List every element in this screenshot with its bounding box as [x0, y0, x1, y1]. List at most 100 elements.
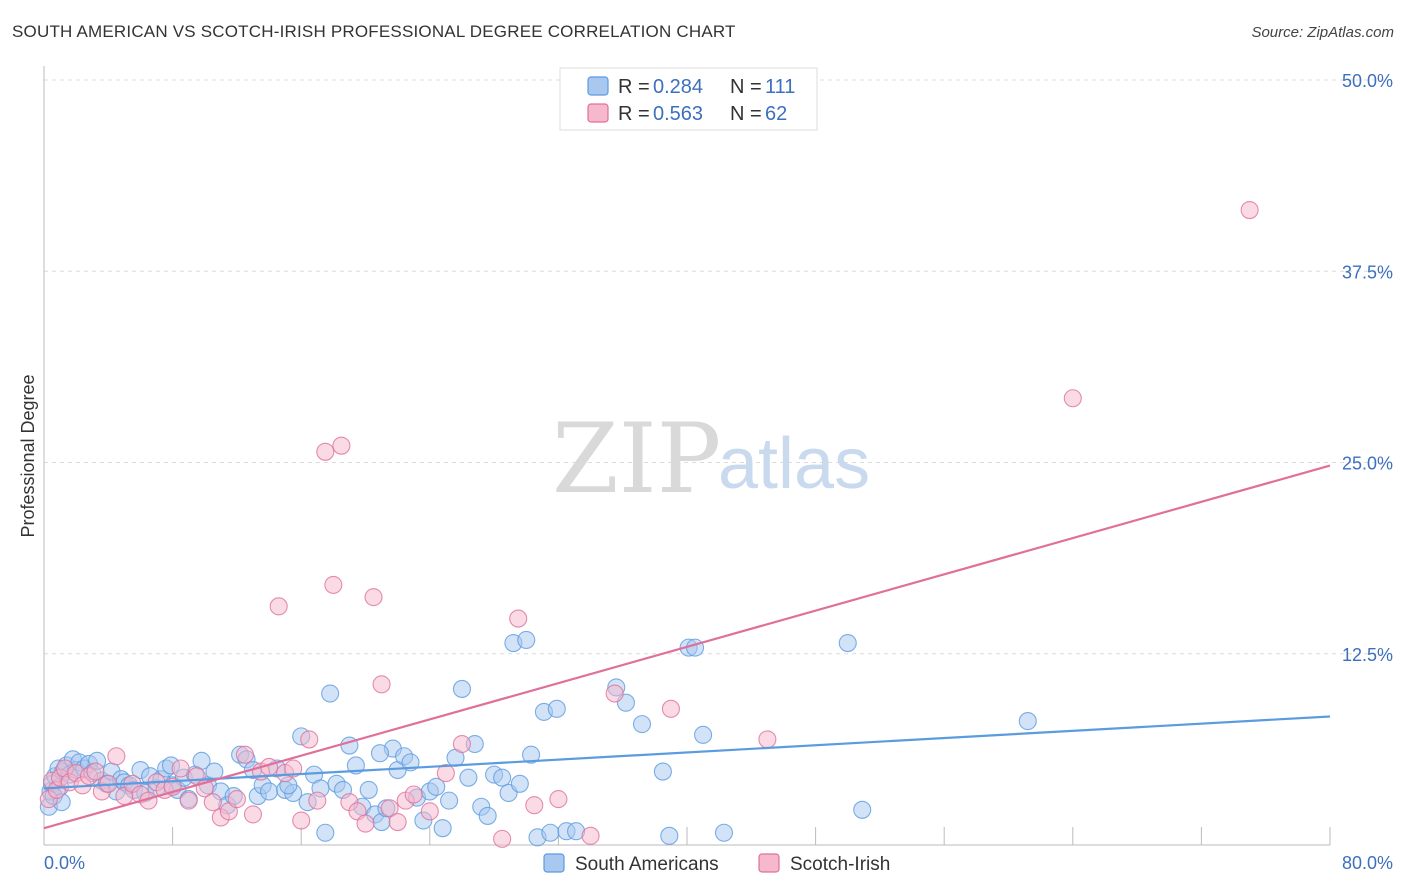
data-point: [478, 806, 497, 825]
data-point: [372, 675, 391, 694]
data-point: [292, 811, 311, 830]
data-point: [179, 791, 198, 810]
data-point: [284, 759, 303, 778]
data-point: [605, 684, 624, 703]
data-point: [364, 588, 383, 607]
legend-swatch-scotch-irish: [587, 103, 609, 123]
watermark-zip: ZIP: [552, 403, 721, 515]
data-point: [427, 777, 446, 796]
data-point: [660, 826, 679, 845]
data-point: [1018, 712, 1037, 731]
x-tick-label-1: 80.0%: [1342, 853, 1393, 873]
series-0-points: [39, 630, 1037, 847]
grid-lines: [44, 79, 1392, 655]
axes: [43, 66, 1331, 846]
data-point: [838, 633, 857, 653]
data-point: [359, 780, 378, 799]
data-point: [324, 575, 343, 594]
data-point: [332, 436, 351, 455]
chart-title: SOUTH AMERICAN VS SCOTCH-IRISH PROFESSIO…: [12, 22, 736, 41]
x-tick-label-0: 0.0%: [44, 853, 85, 873]
data-point: [510, 774, 529, 793]
data-point: [388, 812, 407, 832]
data-point: [853, 800, 872, 819]
data-point: [433, 819, 452, 838]
data-point: [440, 791, 459, 810]
data-points: [39, 201, 1259, 848]
legend-r-value-0: 0.284: [653, 76, 703, 98]
data-point: [380, 799, 399, 818]
data-point: [653, 762, 672, 781]
bottom-legend-label-south-americans: South Americans: [575, 854, 719, 875]
legend-r-value-1: 0.563: [653, 103, 703, 125]
data-point: [459, 768, 478, 787]
data-point: [1063, 389, 1082, 408]
source-label: Source: ZipAtlas.com: [1251, 24, 1394, 41]
data-point: [107, 747, 126, 766]
legend-n-value-0: 111: [765, 76, 795, 98]
data-point: [420, 802, 439, 821]
watermark-atlas: atlas: [718, 424, 870, 504]
y-tick-label-3: 50.0%: [1342, 71, 1393, 91]
data-point: [758, 730, 777, 749]
data-point: [203, 793, 222, 812]
data-point: [632, 715, 652, 734]
y-tick-label-1: 25.0%: [1342, 454, 1393, 474]
bottom-legend-swatch-scotch-irish: [758, 853, 780, 873]
data-point: [86, 762, 105, 781]
data-point: [1240, 201, 1259, 220]
data-point: [436, 764, 455, 783]
bottom-legend-label-scotch-irish: Scotch-Irish: [790, 854, 890, 875]
data-point: [493, 768, 512, 787]
data-point: [493, 829, 512, 848]
data-point: [269, 597, 288, 616]
legend-n-value-1: 62: [765, 103, 787, 125]
data-point: [714, 823, 734, 842]
bottom-legend: South Americans Scotch-Irish: [543, 853, 890, 875]
data-point: [685, 638, 705, 657]
trend-line-0: [43, 715, 1331, 790]
legend-n-label-0: N =: [730, 76, 762, 98]
data-point: [549, 790, 568, 809]
legend-box: R = 0.284 N = 111 R = 0.563 N = 62: [559, 67, 818, 131]
data-point: [356, 814, 375, 833]
data-point: [661, 699, 680, 718]
legend-n-label-1: N =: [730, 103, 762, 125]
data-point: [404, 785, 423, 804]
data-point: [259, 782, 279, 801]
series-1-points: [39, 201, 1259, 848]
data-point: [525, 796, 544, 815]
y-axis-title: Professional Degree: [18, 374, 38, 537]
y-tick-label-0: 12.5%: [1342, 645, 1393, 665]
y-tick-label-2: 37.5%: [1342, 262, 1393, 282]
data-point: [235, 745, 254, 764]
watermark: ZIP atlas: [552, 403, 870, 515]
data-point: [522, 745, 541, 764]
legend-swatch-south-americans: [587, 76, 609, 96]
data-point: [316, 442, 335, 461]
data-point: [316, 823, 335, 842]
data-point: [517, 630, 536, 650]
trend-line-1: [43, 464, 1331, 830]
data-point: [452, 679, 472, 698]
data-point: [509, 609, 528, 628]
data-point: [694, 725, 713, 744]
x-tick-labels: 0.0% 80.0%: [44, 853, 1393, 873]
data-point: [547, 699, 566, 718]
bottom-legend-swatch-south-americans: [543, 853, 565, 873]
data-point: [452, 734, 472, 754]
data-point: [541, 823, 560, 842]
data-point: [581, 826, 600, 845]
legend-r-label-0: R =: [618, 76, 650, 98]
data-point: [243, 805, 263, 824]
data-point: [370, 744, 390, 763]
y-tick-labels: 12.5% 25.0% 37.5% 50.0%: [1342, 71, 1393, 665]
data-point: [227, 790, 246, 809]
legend-r-label-1: R =: [618, 103, 650, 125]
trend-lines: [43, 464, 1331, 830]
data-point: [308, 791, 327, 810]
data-point: [300, 730, 319, 749]
data-point: [171, 759, 190, 778]
data-point: [321, 684, 340, 703]
